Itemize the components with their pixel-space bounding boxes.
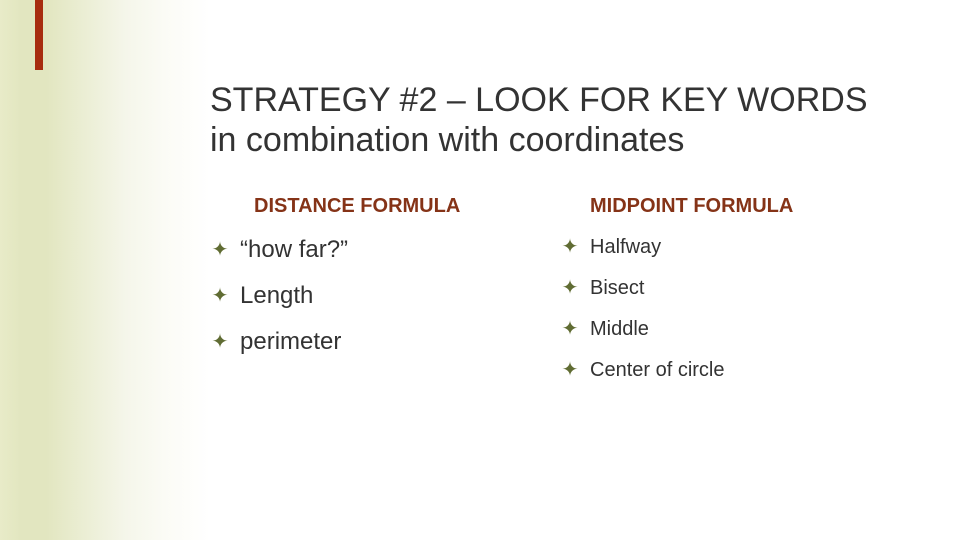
list-item-text: Middle: [590, 318, 649, 341]
list-item-text: Bisect: [590, 277, 644, 300]
list-item: ✦ perimeter: [210, 328, 560, 356]
bullet-icon: ✦: [560, 237, 580, 257]
slide-title: STRATEGY #2 – LOOK FOR KEY WORDS in comb…: [210, 80, 900, 160]
bullet-icon: ✦: [210, 332, 230, 352]
bullet-icon: ✦: [560, 360, 580, 380]
list-item: ✦ Length: [210, 282, 560, 310]
right-column-heading: MIDPOINT FORMULA: [560, 195, 910, 218]
list-item: ✦ “how far?”: [210, 236, 560, 264]
list-item: ✦ Bisect: [560, 277, 910, 300]
bullet-icon: ✦: [560, 278, 580, 298]
list-item-text: Length: [240, 282, 313, 310]
list-item: ✦ Halfway: [560, 236, 910, 259]
list-item-text: Center of circle: [590, 359, 725, 382]
left-column: DISTANCE FORMULA ✦ “how far?” ✦ Length ✦…: [210, 195, 560, 400]
bullet-icon: ✦: [210, 286, 230, 306]
slide-content: STRATEGY #2 – LOOK FOR KEY WORDS in comb…: [0, 0, 960, 540]
list-item: ✦ Center of circle: [560, 359, 910, 382]
list-item-text: “how far?”: [240, 236, 348, 264]
list-item-text: Halfway: [590, 236, 661, 259]
bullet-icon: ✦: [560, 319, 580, 339]
list-item-text: perimeter: [240, 328, 341, 356]
columns: DISTANCE FORMULA ✦ “how far?” ✦ Length ✦…: [210, 195, 910, 400]
list-item: ✦ Middle: [560, 318, 910, 341]
bullet-icon: ✦: [210, 240, 230, 260]
accent-bar: [35, 0, 43, 70]
right-column: MIDPOINT FORMULA ✦ Halfway ✦ Bisect ✦ Mi…: [560, 195, 910, 400]
left-column-heading: DISTANCE FORMULA: [210, 195, 560, 218]
